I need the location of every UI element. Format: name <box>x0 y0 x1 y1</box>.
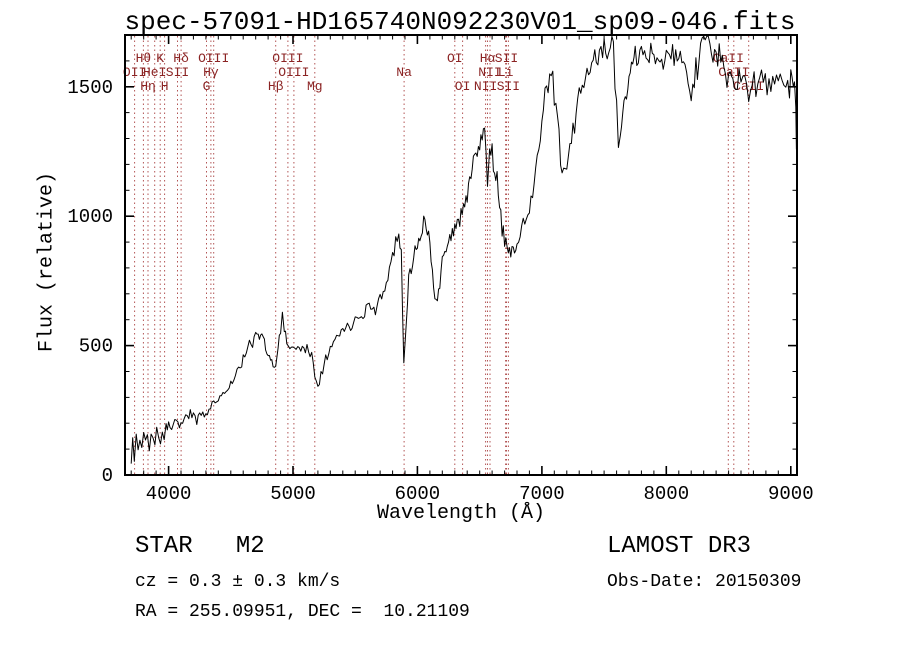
svg-text:1500: 1500 <box>67 77 113 99</box>
svg-text:G: G <box>203 79 211 94</box>
svg-text:NII: NII <box>474 79 497 94</box>
axis-ticks <box>125 35 797 476</box>
svg-text:SII: SII <box>497 79 520 94</box>
svg-text:Mg: Mg <box>307 79 323 94</box>
tick-labels: 4000 5000 6000 7000 8000 9000 0 500 1000 1500 <box>67 77 813 505</box>
svg-text:Hη: Hη <box>140 79 156 94</box>
svg-text:SII: SII <box>495 51 518 66</box>
svg-text:H: H <box>161 79 169 94</box>
plot-title: spec-57091-HD165740N092230V01_sp09-046.f… <box>124 7 796 37</box>
plot-frame <box>124 34 798 476</box>
x-axis-label: Wavelength (Å) <box>376 502 546 525</box>
svg-text:Hθ: Hθ <box>136 51 152 66</box>
svg-text:K: K <box>156 51 164 66</box>
svg-text:Hα: Hα <box>480 51 496 66</box>
svg-text:NII: NII <box>478 65 501 80</box>
svg-text:6000: 6000 <box>395 483 441 505</box>
svg-text:OIII: OIII <box>278 65 309 80</box>
svg-text:500: 500 <box>79 336 113 358</box>
survey-release-label: LAMOST DR3 <box>607 533 752 560</box>
svg-text:Hγ: Hγ <box>203 65 219 80</box>
axis-minor-ticks <box>125 35 797 475</box>
obs-date-label: Obs-Date: 20150309 <box>607 572 802 592</box>
svg-text:OIII: OIII <box>198 51 229 66</box>
svg-text:8000: 8000 <box>643 483 689 505</box>
svg-text:7000: 7000 <box>519 483 565 505</box>
svg-text:Na: Na <box>396 65 412 80</box>
cz-value-label: cz = 0.3 ± 0.3 km/s <box>135 572 341 592</box>
spectral-line-markers <box>134 36 750 474</box>
svg-text:Hβ: Hβ <box>268 79 284 94</box>
svg-text:1000: 1000 <box>67 206 113 228</box>
spectral-line-labels: OIIHθHηHeIKHSIIHδGHγOIIIHβOIIIOIIIMgNaOI… <box>123 51 764 94</box>
svg-text:HeI: HeI <box>143 65 166 80</box>
svg-text:OIII: OIII <box>272 51 303 66</box>
svg-text:4000: 4000 <box>146 483 192 505</box>
spectrum-trace <box>130 35 797 464</box>
svg-text:OI: OI <box>447 51 463 66</box>
svg-text:Li: Li <box>498 65 514 80</box>
svg-text:OI: OI <box>455 79 471 94</box>
svg-text:OII: OII <box>123 65 146 80</box>
svg-text:Hδ: Hδ <box>173 51 189 66</box>
svg-text:5000: 5000 <box>270 483 316 505</box>
svg-text:SII: SII <box>166 65 189 80</box>
ra-dec-label: RA = 255.09951, DEC = 10.21109 <box>135 602 470 622</box>
object-class-label: STAR M2 <box>135 533 265 560</box>
y-axis-label: Flux (relative) <box>35 171 59 353</box>
svg-text:9000: 9000 <box>768 483 814 505</box>
svg-text:0: 0 <box>102 465 113 487</box>
